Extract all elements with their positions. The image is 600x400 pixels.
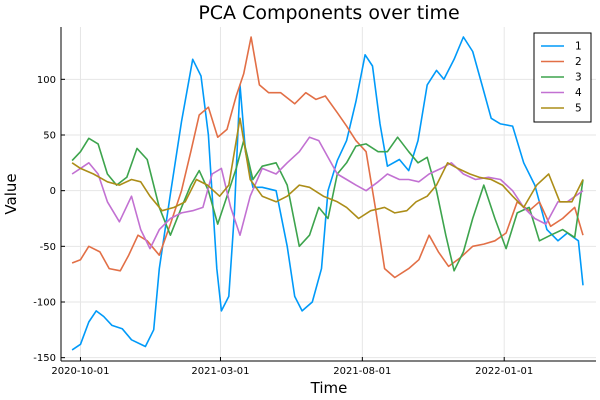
y-tick-label: -150: [33, 353, 56, 364]
series-5-line: [71, 117, 584, 220]
series-1-line: [71, 36, 584, 351]
grid-lines: [61, 27, 596, 361]
y-axis-label: Value: [2, 173, 20, 214]
x-axis-ticks: 2020-10-01 2021-03-01 2021-08-01 2022-01-01: [51, 357, 533, 377]
legend-label-4: 4: [575, 87, 582, 99]
x-tick-label: 2022-01-01: [475, 366, 533, 377]
x-tick-label: 2021-08-01: [333, 366, 391, 377]
y-tick-label: -100: [33, 297, 56, 308]
y-tick-label: -50: [40, 242, 56, 253]
x-axis-label: Time: [310, 379, 348, 397]
legend-label-1: 1: [575, 41, 582, 53]
series-lines: [71, 36, 584, 351]
y-tick-label: 50: [43, 130, 56, 141]
y-tick-label: 0: [50, 186, 56, 197]
y-tick-label: 100: [37, 75, 56, 86]
legend-label-3: 3: [575, 72, 582, 84]
series-3-line: [71, 136, 584, 272]
x-tick-label: 2020-10-01: [51, 366, 109, 377]
series-4-line: [71, 136, 584, 250]
legend: 1 2 3 4 5: [533, 32, 592, 123]
legend-label-2: 2: [575, 56, 582, 68]
legend-label-5: 5: [575, 103, 582, 115]
plot-area: [71, 36, 584, 351]
chart-title: PCA Components over time: [198, 2, 459, 24]
y-axis-ticks: -150 -100 -50 0 50 100: [33, 75, 65, 364]
x-tick-label: 2021-03-01: [191, 366, 249, 377]
